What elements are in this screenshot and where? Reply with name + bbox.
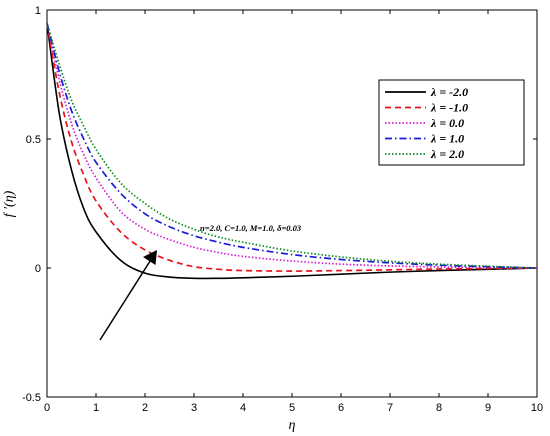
x-tick-label: 5 <box>289 402 295 414</box>
x-tick-label: 1 <box>93 402 99 414</box>
plot-frame <box>46 9 538 398</box>
y-tick-label: 1 <box>35 5 41 17</box>
x-tick-label: 9 <box>485 402 491 414</box>
x-tick-label: 10 <box>531 402 543 414</box>
x-tick-label: 3 <box>191 402 197 414</box>
legend-label-3: λ = 1.0 <box>430 132 464 146</box>
series-line-2 <box>46 22 538 269</box>
series-lines <box>46 22 538 280</box>
legend-label-1: λ = -1.0 <box>430 101 468 115</box>
series-line-1 <box>46 22 538 272</box>
x-tick-label: 2 <box>142 402 148 414</box>
x-tick-label: 0 <box>44 402 50 414</box>
legend-label-4: λ = 2.0 <box>430 147 464 161</box>
series-line-0 <box>46 22 538 280</box>
x-tick-label: 6 <box>338 402 344 414</box>
legend-label-2: λ = 0.0 <box>430 116 464 130</box>
y-tick-label: -0.5 <box>22 392 41 404</box>
series-line-4 <box>46 22 538 269</box>
y-tick-label: 0 <box>35 263 41 275</box>
annotation-arrow <box>99 250 157 341</box>
x-tick-label: 4 <box>240 402 246 414</box>
annotation-arrow-shaft <box>99 257 153 341</box>
legend: λ = -2.0 λ = -1.0λ = 0.0 λ = 1.0λ = 2.0 <box>378 79 525 166</box>
parameter-annotation: n=2.0, C=1.0, M=1.0, δ=0.03 <box>200 223 302 233</box>
x-tick-label: 8 <box>436 402 442 414</box>
annotation-arrow-head <box>143 250 157 265</box>
legend-label-0: λ = -2.0 <box>430 85 468 99</box>
y-axis-label: f '(η) <box>2 190 17 217</box>
axis-ticks: 0 1 2 3 4 5 6 7 8 9 10-0.500.51 <box>22 5 543 414</box>
x-axis-label: η <box>289 418 296 433</box>
y-tick-label: 0.5 <box>26 134 41 146</box>
x-tick-label: 7 <box>387 402 393 414</box>
